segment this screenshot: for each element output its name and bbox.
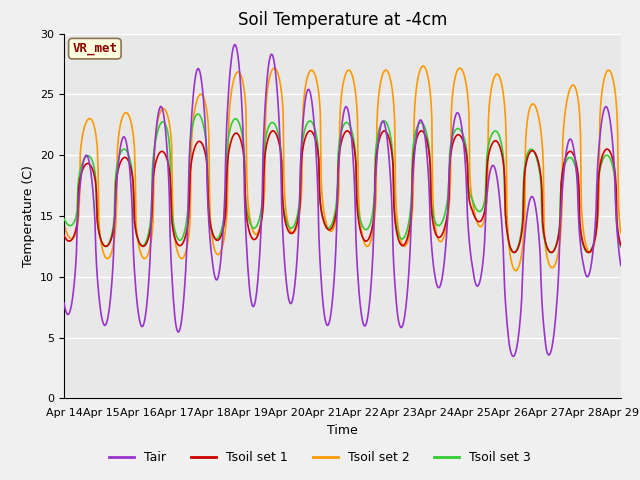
Text: VR_met: VR_met [72, 42, 117, 55]
X-axis label: Time: Time [327, 424, 358, 437]
Title: Soil Temperature at -4cm: Soil Temperature at -4cm [237, 11, 447, 29]
Y-axis label: Temperature (C): Temperature (C) [22, 165, 35, 267]
Legend: Tair, Tsoil set 1, Tsoil set 2, Tsoil set 3: Tair, Tsoil set 1, Tsoil set 2, Tsoil se… [104, 446, 536, 469]
